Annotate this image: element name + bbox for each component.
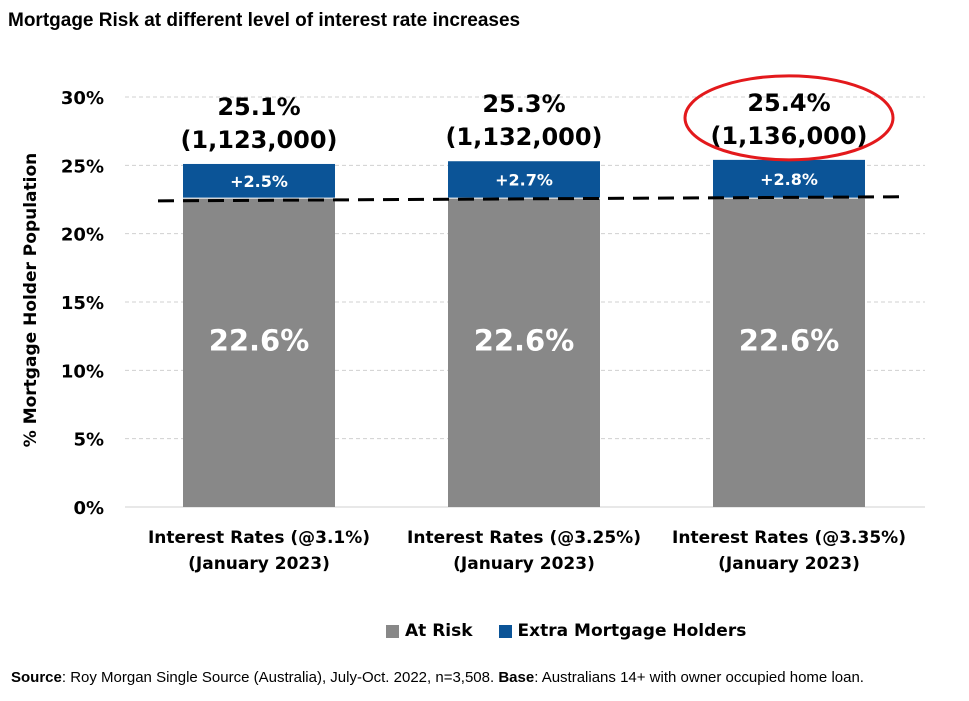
source-text: : Roy Morgan Single Source (Australia), … — [61, 669, 499, 686]
bar-at-risk — [183, 198, 335, 507]
legend-label-at-risk: At Risk — [405, 621, 473, 641]
legend-item-extra: Extra Mortgage Holders — [498, 621, 747, 641]
y-tick-label: 10% — [61, 361, 104, 382]
bar-at-risk — [713, 198, 865, 507]
x-category-label: Interest Rates (@3.1%) — [148, 528, 370, 548]
total-percent-label: 25.3% — [482, 90, 565, 118]
x-category-sublabel: (January 2023) — [718, 554, 860, 574]
x-category-sublabel: (January 2023) — [188, 554, 330, 574]
legend-label-extra: Extra Mortgage Holders — [517, 621, 747, 641]
legend-swatch-at-risk — [386, 624, 399, 638]
x-category-sublabel: (January 2023) — [453, 554, 595, 574]
legend: At Risk Extra Mortgage Holders — [386, 621, 772, 641]
legend-swatch-extra — [498, 624, 512, 638]
total-count-label: (1,132,000) — [445, 123, 602, 151]
y-tick-label: 30% — [61, 88, 104, 109]
legend-item-at-risk: At Risk — [386, 621, 473, 641]
base-text: : Australians 14+ with owner occupied ho… — [534, 669, 864, 686]
y-tick-label: 0% — [73, 498, 104, 519]
x-category-label: Interest Rates (@3.35%) — [672, 528, 906, 548]
at-risk-value-label: 22.6% — [209, 324, 310, 358]
y-tick-label: 15% — [61, 293, 104, 314]
total-count-label: (1,123,000) — [180, 126, 337, 154]
extra-value-label: +2.8% — [760, 170, 818, 189]
x-category-label: Interest Rates (@3.25%) — [407, 528, 641, 548]
bar-at-risk — [448, 198, 600, 507]
at-risk-value-label: 22.6% — [474, 324, 575, 358]
chart-title: Mortgage Risk at different level of inte… — [8, 10, 521, 31]
total-count-label: (1,136,000) — [710, 122, 867, 150]
source-label: Source — [11, 669, 62, 686]
base-label: Base — [498, 669, 535, 686]
at-risk-value-label: 22.6% — [739, 324, 840, 358]
extra-value-label: +2.5% — [230, 172, 288, 191]
extra-value-label: +2.7% — [495, 171, 553, 190]
y-tick-label: 5% — [73, 430, 104, 451]
highlight-circle — [683, 74, 895, 162]
total-percent-label: 25.4% — [747, 89, 830, 117]
source-footnote: Source: Roy Morgan Single Source (Austra… — [11, 669, 864, 686]
total-percent-label: 25.1% — [217, 93, 300, 121]
bar-extra-mortgage-holders — [183, 163, 335, 199]
bar-extra-mortgage-holders — [448, 161, 600, 199]
y-tick-label: 25% — [61, 156, 104, 177]
bar-extra-mortgage-holders — [713, 159, 865, 199]
y-tick-label: 20% — [61, 225, 104, 246]
